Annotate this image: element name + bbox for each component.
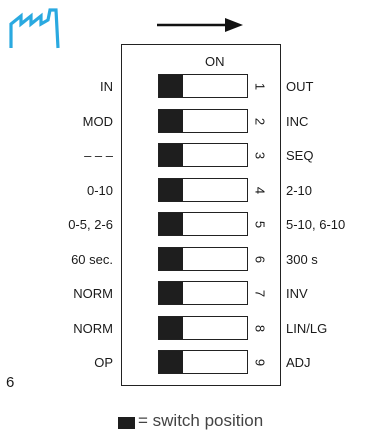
switch-right-label: INC	[286, 114, 309, 129]
switch-number: 5	[252, 220, 268, 229]
arrow-right-icon	[157, 18, 243, 32]
switch-knob	[159, 75, 183, 97]
dip-switch-1[interactable]	[158, 74, 248, 98]
switch-knob	[159, 317, 183, 339]
switch-knob	[159, 351, 183, 373]
switch-number: 4	[252, 186, 268, 195]
switch-right-label: ADJ	[286, 355, 311, 370]
switch-left-label: – – –	[84, 148, 113, 163]
dip-switch-3[interactable]	[158, 143, 248, 167]
switch-knob	[159, 179, 183, 201]
switch-knob	[159, 248, 183, 270]
switch-right-label: LIN/LG	[286, 321, 328, 336]
switch-left-label: 0-10	[86, 183, 113, 198]
switch-left-label: OP	[94, 355, 113, 370]
dip-switch-9[interactable]	[158, 350, 248, 374]
switch-left-label: 60 sec.	[71, 252, 113, 267]
switch-number: 6	[252, 255, 268, 264]
switch-left-label: MOD	[82, 114, 113, 129]
dip-switch-8[interactable]	[158, 316, 248, 340]
switch-right-label: 300 s	[286, 252, 318, 267]
switch-left-label: NORM	[73, 321, 113, 336]
switch-number: 9	[252, 358, 268, 367]
switch-left-label: NORM	[73, 286, 113, 301]
switch-knob	[159, 282, 183, 304]
switch-right-label: 2-10	[286, 183, 313, 198]
switch-right-label: 5-10, 6-10	[286, 217, 346, 232]
switch-left-label: 0-5, 2-6	[68, 217, 113, 232]
dip-switch-7[interactable]	[158, 281, 248, 305]
switch-right-label: SEQ	[286, 148, 314, 163]
switch-knob	[159, 110, 183, 132]
factory-icon	[9, 8, 60, 49]
switch-right-label: INV	[286, 286, 308, 301]
switch-position-swatch	[118, 417, 135, 429]
switch-right-label: OUT	[286, 79, 314, 94]
switch-number: 2	[252, 117, 268, 126]
switch-knob	[159, 144, 183, 166]
dip-switch-4[interactable]	[158, 178, 248, 202]
dip-switch-block	[121, 44, 281, 386]
dip-switch-6[interactable]	[158, 247, 248, 271]
page-number: 6	[6, 374, 15, 391]
dip-switch-2[interactable]	[158, 109, 248, 133]
switch-number: 8	[252, 324, 268, 333]
switch-number: 3	[252, 151, 268, 160]
switch-number: 1	[252, 82, 268, 91]
dip-switch-5[interactable]	[158, 212, 248, 236]
legend-text: = switch position	[138, 411, 264, 430]
switch-number: 7	[252, 289, 268, 298]
switch-knob	[159, 213, 183, 235]
on-label: ON	[205, 54, 225, 69]
switch-left-label: IN	[100, 79, 113, 94]
